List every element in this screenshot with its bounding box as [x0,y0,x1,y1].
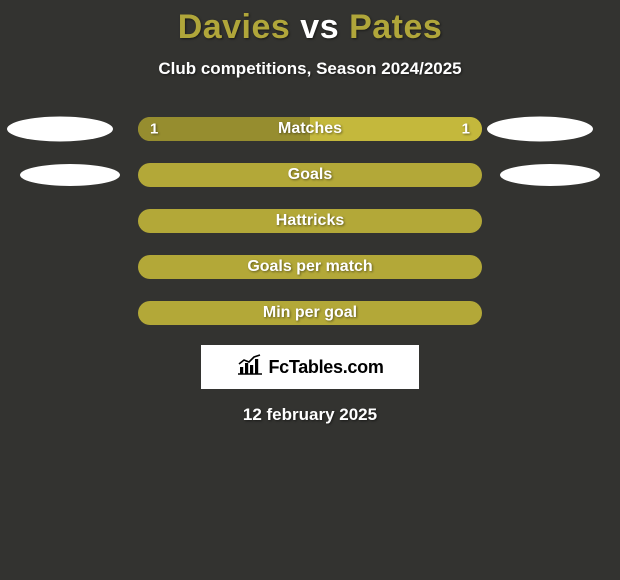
title-vs: vs [300,8,339,46]
stat-bar: Goals per match [138,255,482,279]
stat-label: Min per goal [263,304,357,322]
stat-bar: Min per goal [138,301,482,325]
stat-value-right: 1 [462,121,470,138]
stat-bar: Goals [138,163,482,187]
stat-row: 1 1 Matches [0,117,620,141]
logo-text: FcTables.com [268,357,383,378]
bar-chart-icon [236,354,264,381]
title-player1: Davies [178,8,291,46]
stat-bar: 1 1 Matches [138,117,482,141]
stat-label: Goals per match [247,258,372,276]
stat-row: Hattricks [0,209,620,233]
subtitle: Club competitions, Season 2024/2025 [0,59,620,79]
stat-label: Hattricks [276,212,344,230]
stat-label: Matches [278,120,342,138]
stat-row: Min per goal [0,301,620,325]
stat-label: Goals [288,166,332,184]
date-label: 12 february 2025 [0,405,620,425]
stat-value-left: 1 [150,121,158,138]
stat-ellipse-left [7,117,113,142]
stat-bar: Hattricks [138,209,482,233]
stat-row: Goals [0,163,620,187]
source-logo: FcTables.com [201,345,419,389]
stat-rows: 1 1 Matches Goals Hattricks Goals per match Mi… [0,117,620,325]
title-player2: Pates [349,8,442,46]
stat-ellipse-right [500,164,600,186]
comparison-infographic: Davies vs Pates Club competitions, Seaso… [0,0,620,580]
stat-ellipse-right [487,117,593,142]
page-title: Davies vs Pates [0,0,620,47]
stat-ellipse-left [20,164,120,186]
stat-row: Goals per match [0,255,620,279]
